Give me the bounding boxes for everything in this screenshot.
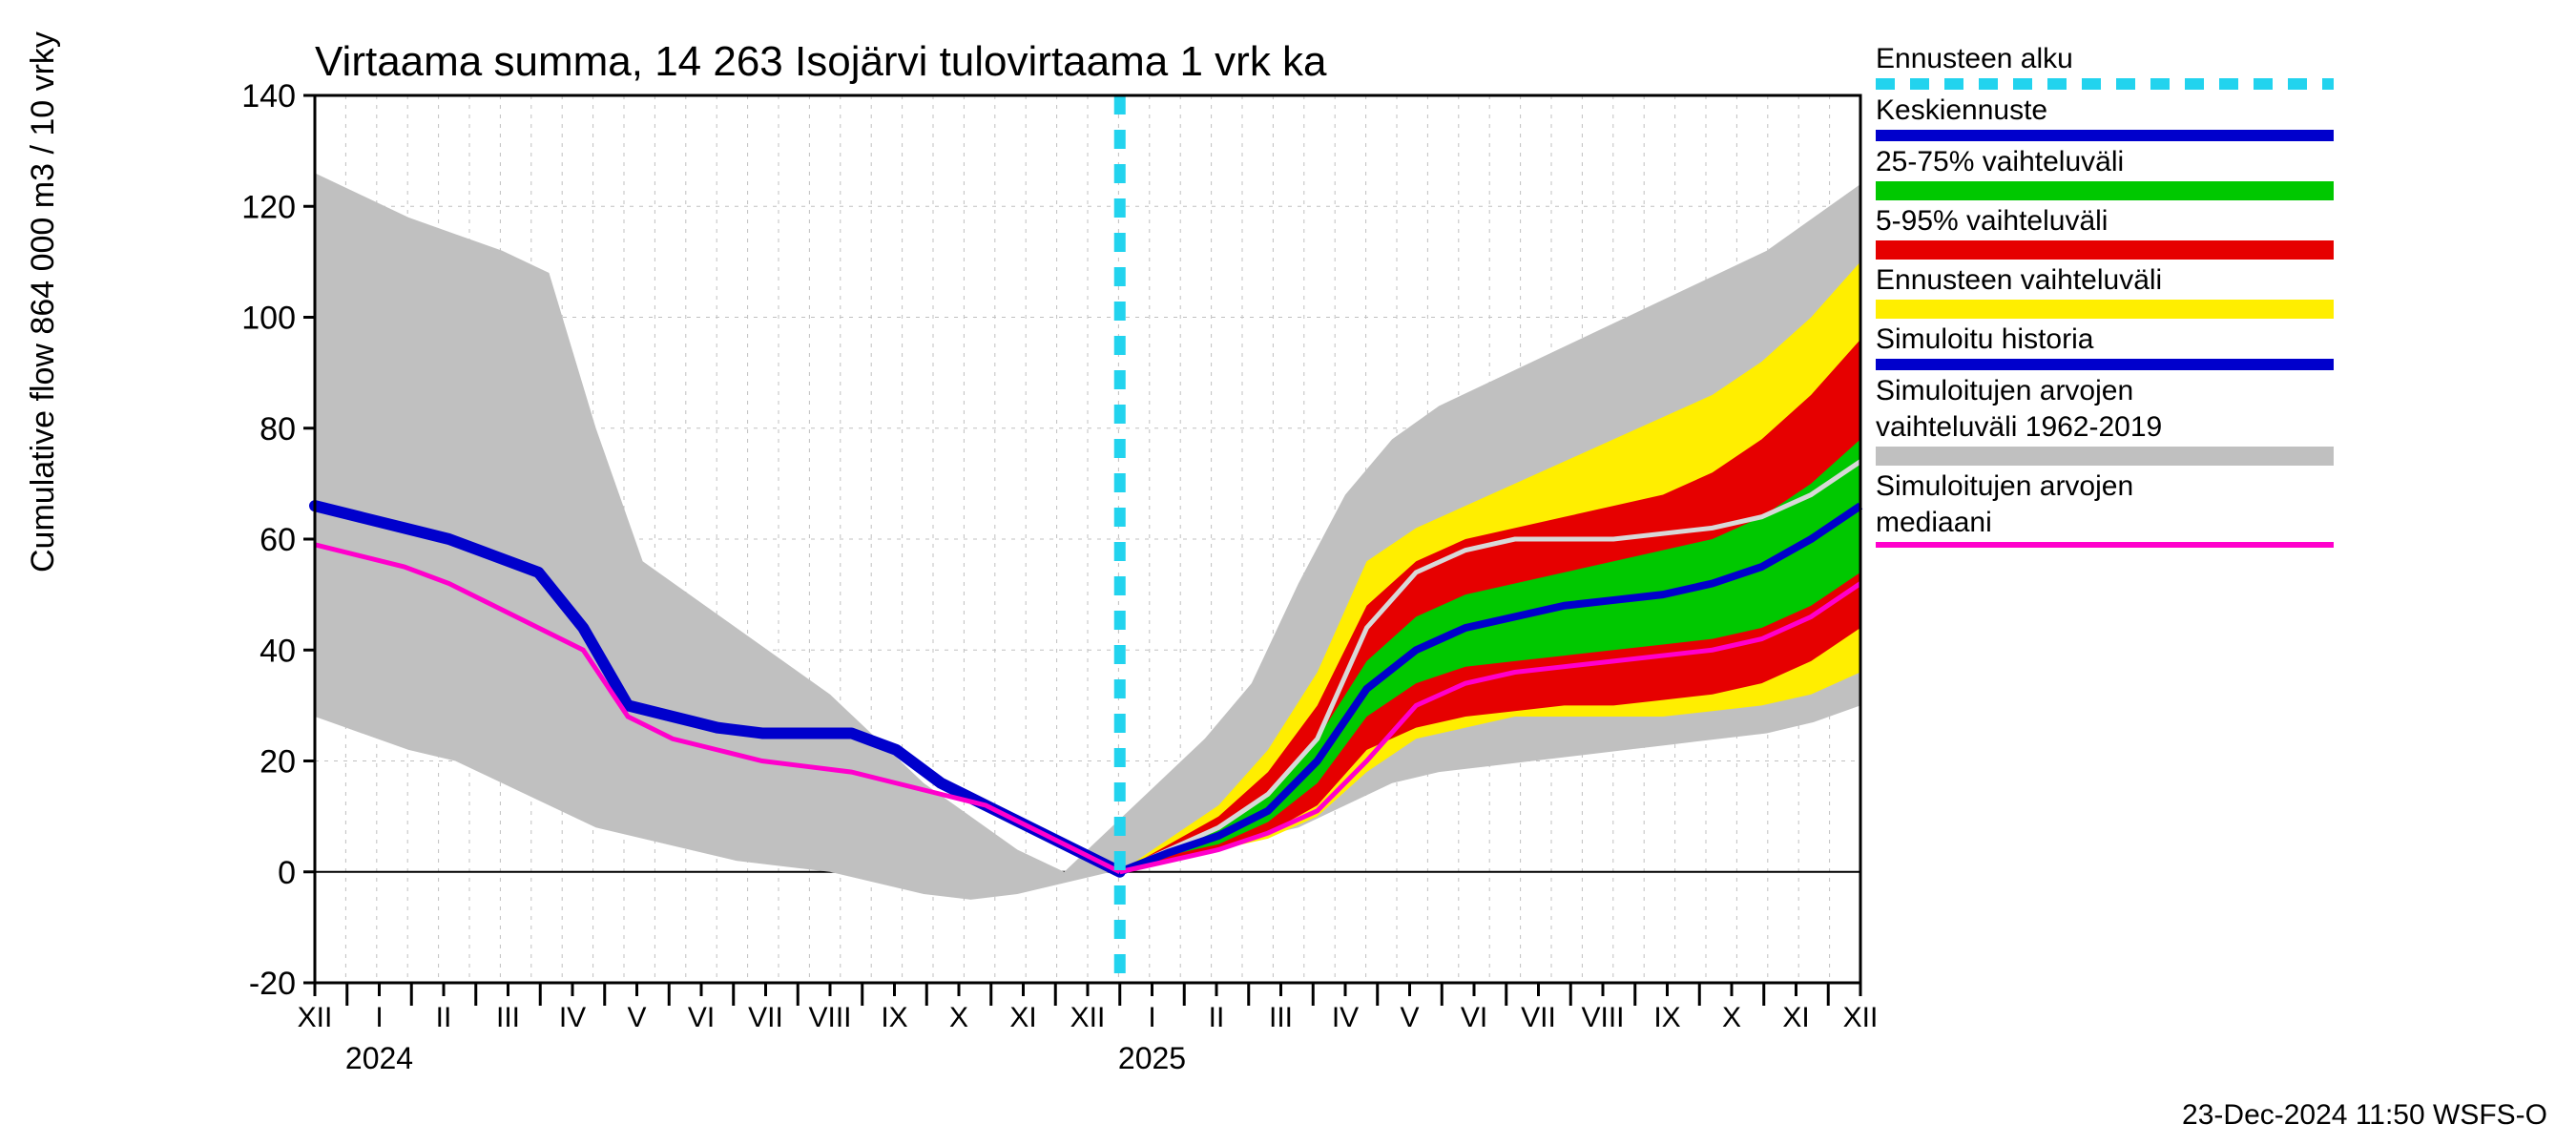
legend-forecast-start: Ennusteen alku: [1876, 42, 2334, 90]
svg-text:40: 40: [260, 633, 296, 669]
swatch-green: [1876, 181, 2334, 200]
svg-text:VII: VII: [748, 1002, 783, 1033]
svg-text:VIII: VIII: [808, 1002, 851, 1033]
legend-p5-95: 5-95% vaihteluväli: [1876, 204, 2334, 260]
legend-p25-75: 25-75% vaihteluväli: [1876, 145, 2334, 200]
svg-text:IX: IX: [881, 1002, 907, 1033]
svg-text:VI: VI: [1461, 1002, 1487, 1033]
legend-mean-forecast: Keskiennuste: [1876, 94, 2334, 141]
svg-text:XII: XII: [298, 1002, 333, 1033]
swatch-blue2: [1876, 359, 2334, 370]
footer-stamp: 23-Dec-2024 11:50 WSFS-O: [2182, 1099, 2547, 1132]
chart-container: Virtaama summa, 14 263 Isojärvi tulovirt…: [0, 0, 2576, 1145]
svg-text:140: 140: [241, 78, 296, 114]
svg-text:80: 80: [260, 411, 296, 448]
svg-text:III: III: [496, 1002, 520, 1033]
y-axis-label: Cumulative flow 864 000 m3 / 10 vrky: [25, 31, 62, 572]
swatch-yellow: [1876, 300, 2334, 319]
svg-text:2024: 2024: [345, 1041, 413, 1075]
svg-text:20: 20: [260, 744, 296, 781]
legend-sim-history: Simuloitu historia: [1876, 323, 2334, 370]
svg-text:IV: IV: [559, 1002, 586, 1033]
svg-text:100: 100: [241, 301, 296, 337]
svg-text:XI: XI: [1782, 1002, 1809, 1033]
svg-text:VI: VI: [688, 1002, 715, 1033]
svg-text:V: V: [627, 1002, 646, 1033]
svg-text:VIII: VIII: [1581, 1002, 1624, 1033]
svg-text:V: V: [1400, 1002, 1419, 1033]
svg-text:II: II: [436, 1002, 452, 1033]
svg-text:X: X: [1722, 1002, 1741, 1033]
swatch-magenta: [1876, 542, 2334, 548]
svg-text:I: I: [1148, 1002, 1155, 1033]
chart-title: Virtaama summa, 14 263 Isojärvi tulovirt…: [315, 38, 1327, 86]
svg-text:X: X: [949, 1002, 968, 1033]
svg-text:60: 60: [260, 522, 296, 558]
svg-text:XII: XII: [1843, 1002, 1879, 1033]
svg-text:IV: IV: [1332, 1002, 1359, 1033]
svg-text:2025: 2025: [1118, 1041, 1186, 1075]
svg-text:0: 0: [278, 855, 296, 891]
legend-forecast-range: Ennusteen vaihteluväli: [1876, 263, 2334, 319]
svg-text:120: 120: [241, 189, 296, 225]
legend-sim-range: Simuloitujen arvojen vaihteluväli 1962-2…: [1876, 374, 2334, 466]
svg-text:IX: IX: [1653, 1002, 1680, 1033]
swatch-red: [1876, 240, 2334, 260]
swatch-dash-cyan: [1876, 78, 2334, 90]
swatch-grey: [1876, 447, 2334, 466]
svg-text:III: III: [1269, 1002, 1293, 1033]
svg-text:I: I: [375, 1002, 383, 1033]
svg-text:XII: XII: [1070, 1002, 1106, 1033]
svg-text:VII: VII: [1521, 1002, 1556, 1033]
svg-text:II: II: [1209, 1002, 1225, 1033]
svg-text:XI: XI: [1009, 1002, 1036, 1033]
legend: Ennusteen alku Keskiennuste 25-75% vaiht…: [1876, 42, 2334, 552]
legend-sim-median: Simuloitujen arvojen mediaani: [1876, 469, 2334, 548]
swatch-blue: [1876, 130, 2334, 141]
svg-text:-20: -20: [249, 966, 296, 1002]
